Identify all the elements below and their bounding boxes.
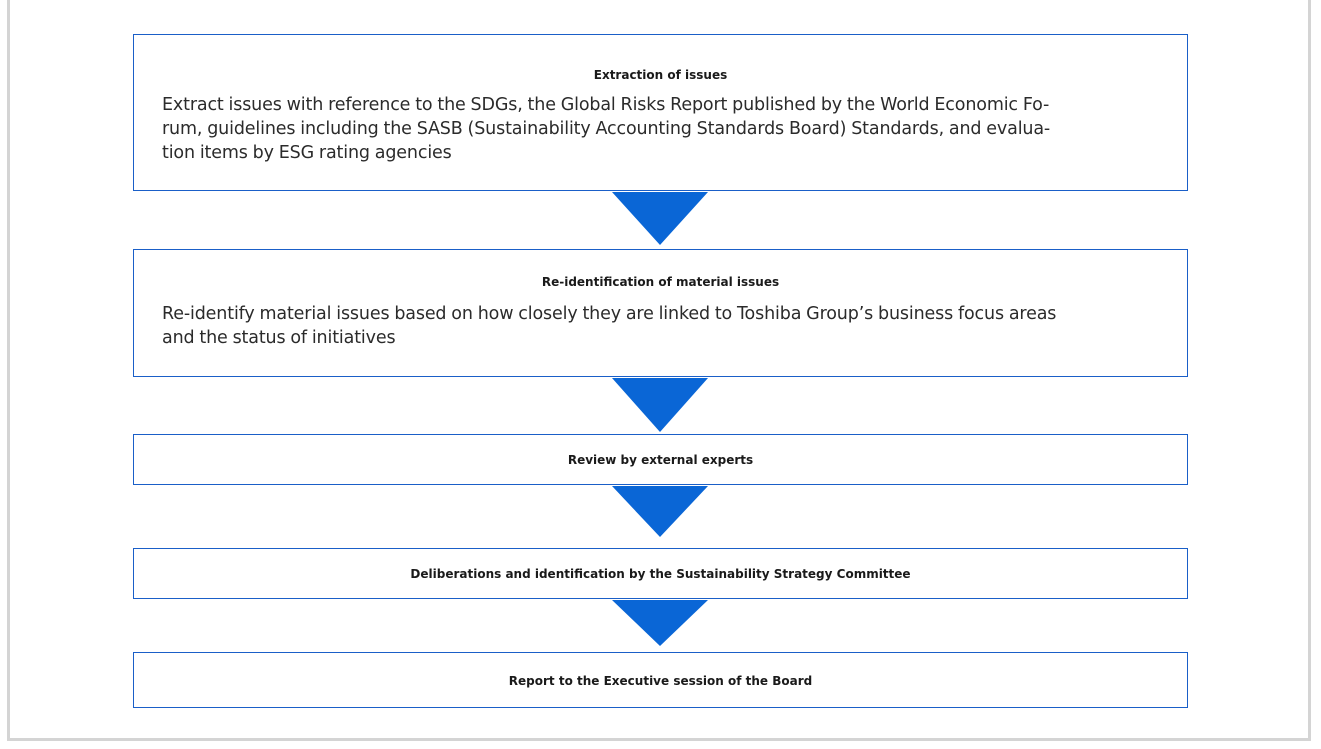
diagram-frame [7,0,1311,741]
description-line: Re-identify material issues based on how… [162,304,1057,324]
down-arrow-icon [612,486,708,537]
step-title: Re-identification of material issues [541,275,780,289]
step-extraction-of-issues: Extraction of issues Extract issues with… [133,34,1188,191]
step-title: Deliberations and identification by the … [410,567,911,581]
step-title: Report to the Executive session of the B… [508,674,813,688]
description-line: rum, guidelines including the SASB (Sust… [162,119,1051,139]
step-title: Review by external experts [567,453,754,467]
step-title: Extraction of issues [593,68,728,82]
description-line: tion items by ESG rating agencies [162,143,452,163]
description-line: Extract issues with reference to the SDG… [162,95,1050,115]
step-re-identification: Re-identification of material issues Re-… [133,249,1188,377]
step-committee-deliberations: Deliberations and identification by the … [133,548,1188,599]
step-description: Extract issues with reference to the SDG… [134,93,1187,165]
description-line: and the status of initiatives [162,328,396,348]
down-arrow-icon [612,378,708,432]
step-description: Re-identify material issues based on how… [134,302,1187,350]
step-external-review: Review by external experts [133,434,1188,485]
step-board-report: Report to the Executive session of the B… [133,652,1188,708]
down-arrow-icon [612,600,708,646]
down-arrow-icon [612,192,708,245]
